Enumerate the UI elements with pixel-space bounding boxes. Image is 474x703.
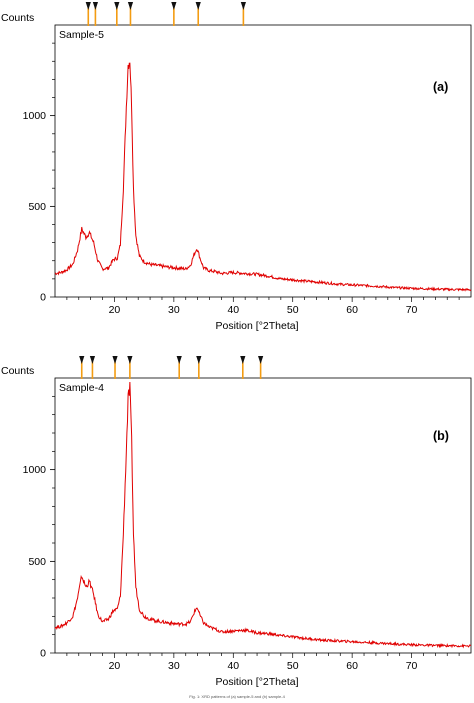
chart-panel-2: 20 30 40 50 60 70 0 500 1000 Counts Position [°2Th… bbox=[1, 356, 472, 688]
reference-peak-marker bbox=[196, 356, 202, 364]
reference-peak-marker bbox=[85, 2, 91, 10]
chart-panel-1: 20 30 40 50 60 70 0 500 1000 Counts Position [°2Th… bbox=[1, 2, 472, 332]
sample-legend: Sample-5 bbox=[59, 29, 104, 41]
x-tick-label: 40 bbox=[227, 304, 239, 316]
reference-peak-marker bbox=[176, 356, 182, 364]
panel-label: (a) bbox=[433, 80, 448, 94]
reference-peak-marker bbox=[240, 356, 246, 364]
x-tick-label: 70 bbox=[406, 304, 418, 316]
reference-peak-marker bbox=[79, 356, 85, 364]
x-tick-label: 40 bbox=[227, 660, 239, 672]
x-axis-label: Position [°2Theta] bbox=[216, 320, 299, 332]
reference-peak-marker bbox=[114, 2, 120, 10]
y-axis-label: Counts bbox=[1, 12, 34, 24]
xrd-trace-line bbox=[54, 62, 472, 292]
y-tick-label: 500 bbox=[28, 556, 46, 568]
x-tick-label: 20 bbox=[109, 660, 121, 672]
x-tick-label: 30 bbox=[168, 660, 180, 672]
y-axis-label: Counts bbox=[1, 365, 34, 377]
reference-peak-marker bbox=[195, 2, 201, 10]
y-tick-label: 1000 bbox=[23, 110, 47, 122]
x-tick-label: 60 bbox=[346, 660, 358, 672]
x-tick-label: 30 bbox=[168, 304, 180, 316]
x-tick-label: 70 bbox=[406, 660, 418, 672]
reference-peak-marker bbox=[89, 356, 96, 364]
reference-peak-marker bbox=[171, 2, 177, 10]
reference-peak-marker bbox=[258, 356, 264, 364]
reference-peak-marker bbox=[240, 2, 246, 10]
y-tick-label: 500 bbox=[28, 201, 46, 213]
xrd-trace-line bbox=[54, 381, 471, 649]
figure-caption: Fig. 1: XRD patterns of (a) sample-5 and… bbox=[189, 694, 285, 699]
reference-peak-marker bbox=[112, 356, 118, 364]
x-tick-label: 20 bbox=[109, 304, 121, 316]
x-axis-label: Position [°2Theta] bbox=[216, 676, 299, 688]
reference-peak-marker bbox=[127, 356, 133, 364]
plot-frame bbox=[54, 377, 472, 654]
x-tick-label: 50 bbox=[287, 660, 299, 672]
x-tick-label: 50 bbox=[287, 304, 299, 316]
y-tick-label: 0 bbox=[40, 648, 46, 660]
x-tick-label: 60 bbox=[346, 304, 358, 316]
y-tick-label: 0 bbox=[40, 292, 46, 304]
panel-label: (b) bbox=[433, 429, 449, 443]
reference-peak-marker bbox=[92, 2, 99, 10]
y-tick-label: 1000 bbox=[23, 464, 47, 476]
plot-frame bbox=[54, 24, 472, 298]
sample-legend: Sample-4 bbox=[59, 382, 104, 394]
reference-peak-marker bbox=[127, 2, 134, 10]
